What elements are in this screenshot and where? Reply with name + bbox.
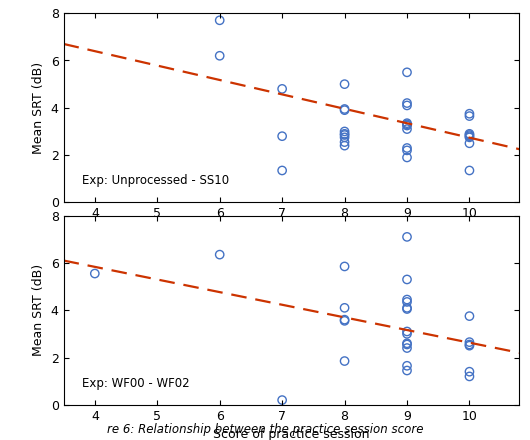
Point — [403, 120, 411, 127]
Point — [403, 305, 411, 312]
Point — [403, 362, 411, 369]
Point — [465, 113, 474, 120]
Point — [403, 298, 411, 305]
Point — [465, 342, 474, 349]
Point — [403, 154, 411, 161]
Point — [403, 341, 411, 348]
Point — [340, 106, 349, 114]
Point — [340, 81, 349, 88]
Point — [216, 52, 224, 59]
Y-axis label: Mean SRT (dB): Mean SRT (dB) — [32, 62, 45, 154]
Point — [465, 140, 474, 147]
Point — [278, 396, 286, 403]
Point — [465, 341, 474, 348]
Text: Exp: WF00 - WF02: Exp: WF00 - WF02 — [82, 377, 189, 390]
Point — [403, 125, 411, 132]
Point — [340, 134, 349, 141]
Point — [403, 296, 411, 303]
Point — [465, 134, 474, 141]
Point — [403, 345, 411, 352]
Point — [340, 130, 349, 137]
Point — [465, 130, 474, 137]
Point — [403, 121, 411, 128]
Point — [465, 312, 474, 319]
Point — [340, 304, 349, 312]
Point — [91, 270, 99, 277]
Point — [403, 330, 411, 337]
Point — [403, 276, 411, 283]
Point — [465, 373, 474, 380]
Point — [403, 122, 411, 129]
Point — [465, 368, 474, 375]
Point — [403, 144, 411, 151]
Point — [340, 139, 349, 146]
Point — [340, 317, 349, 324]
Point — [278, 167, 286, 174]
Point — [278, 85, 286, 92]
Point — [216, 17, 224, 24]
Point — [403, 328, 411, 335]
Point — [465, 167, 474, 174]
X-axis label: Score of practice session: Score of practice session — [213, 226, 370, 239]
Point — [340, 142, 349, 149]
Point — [465, 110, 474, 117]
Point — [465, 339, 474, 346]
Point — [403, 99, 411, 106]
Point — [403, 340, 411, 347]
Point — [340, 358, 349, 365]
Y-axis label: Mean SRT (dB): Mean SRT (dB) — [32, 264, 45, 356]
Point — [340, 316, 349, 323]
Point — [403, 304, 411, 312]
Point — [465, 132, 474, 139]
Point — [403, 102, 411, 109]
Point — [216, 251, 224, 258]
Point — [403, 233, 411, 240]
Point — [340, 132, 349, 139]
Point — [403, 367, 411, 374]
Point — [403, 147, 411, 154]
Text: Exp: Unprocessed - SS10: Exp: Unprocessed - SS10 — [82, 174, 229, 187]
Point — [278, 132, 286, 139]
X-axis label: Score of practice session: Score of practice session — [213, 428, 370, 440]
Point — [403, 69, 411, 76]
Point — [340, 128, 349, 135]
Point — [340, 263, 349, 270]
Point — [465, 132, 474, 139]
Text: re 6: Relationship between the practice session score: re 6: Relationship between the practice … — [107, 422, 423, 436]
Point — [340, 106, 349, 113]
